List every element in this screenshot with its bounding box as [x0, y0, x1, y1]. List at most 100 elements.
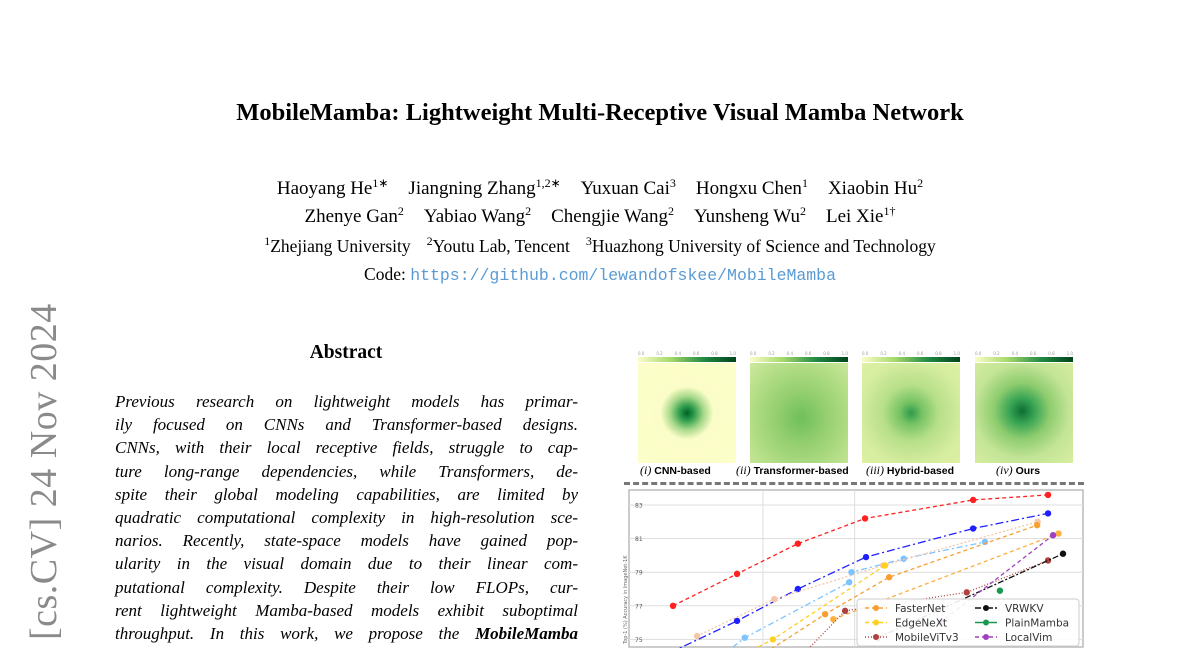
caption-number: (iv) [996, 463, 1013, 477]
legend-marker [983, 634, 989, 640]
author: Hongxu Chen1 [696, 176, 808, 199]
abstract-body: Previous research on lightweight models … [115, 390, 578, 645]
abstract-line: rent lightweight Mamba-based models exhi… [115, 600, 578, 620]
data-point [885, 574, 893, 581]
colorbar-tick-label: 0.0 [975, 351, 982, 356]
data-point [1044, 557, 1052, 564]
colorbar-tick-label: 0.0 [638, 351, 645, 356]
affiliation-number: 2 [426, 234, 433, 248]
author-affiliation-mark: 1∗ [372, 176, 389, 190]
colorbar-ticks: 0.0 0.2 0.4 0.6 0.8 1.0 [862, 351, 960, 357]
abstract-line: Previous research on lightweight models … [115, 392, 578, 411]
data-point [669, 602, 677, 609]
data-point [769, 636, 777, 643]
data-point [900, 555, 907, 562]
colorbar-ticks: 0.0 0.2 0.4 0.6 0.8 1.0 [638, 351, 736, 357]
colorbar-tick-label: 0.6 [692, 351, 700, 356]
heatmap-caption: (iv) Ours [996, 463, 1040, 478]
data-point [848, 569, 855, 576]
author-name: Chengjie Wang [551, 206, 668, 227]
data-point [969, 496, 977, 504]
data-point [845, 579, 853, 586]
colorbar-tick-label: 0.8 [1048, 351, 1055, 356]
author-affiliation-mark: 1† [883, 204, 896, 218]
heatmap-caption: (iii) Hybrid-based [866, 463, 954, 478]
series-line [730, 541, 986, 648]
legend-label: LocalVim [1005, 632, 1052, 644]
heatmap-panel: 0.0 0.2 0.4 0.6 0.8 1.0 [638, 351, 736, 463]
y-tick-label: 83 [635, 503, 643, 510]
receptive-field-heatmap [862, 363, 960, 463]
legend-marker [983, 605, 989, 611]
legend-label: MobileViTv3 [895, 632, 959, 644]
heatmap-caption: (ii) Transformer-based [736, 463, 849, 478]
legend-marker [873, 605, 879, 611]
colorbar-tick-label: 0.6 [804, 351, 812, 356]
code-label: Code: [364, 264, 406, 284]
heatmap-panel: 0.0 0.2 0.4 0.6 0.8 1.0 [862, 351, 960, 463]
colorbar-tick-label: 0.2 [880, 351, 887, 356]
author-name: Jiangning Zhang [408, 178, 536, 199]
y-tick-label: 81 [635, 536, 643, 543]
series-line [833, 532, 1059, 620]
author-affiliation-mark: 1 [801, 176, 808, 190]
colorbar-tick-label: 0.8 [823, 351, 830, 356]
author-name: Yuxuan Cai [580, 178, 670, 199]
caption-number: (iii) [866, 463, 884, 477]
data-point [969, 525, 977, 532]
author-name: Haoyang He [276, 178, 373, 199]
author-affiliation-mark: 3 [669, 176, 676, 190]
colorbar [638, 357, 736, 362]
caption-label: Ours [1015, 465, 1041, 477]
code-line: Code: https://github.com/lewandofskee/Mo… [0, 264, 1200, 285]
legend-marker [873, 619, 879, 626]
data-point [741, 634, 748, 641]
colorbar-tick-label: 0.0 [862, 351, 869, 356]
data-point [733, 617, 741, 625]
caption-number: (ii) [736, 463, 751, 477]
data-point [771, 595, 778, 603]
chart-legend: FasterNet VRWKV EdgeNeXt PlainMamba MobileVi… [856, 598, 1080, 647]
legend-marker [873, 634, 879, 640]
author-name: Xiaobin Hu [827, 178, 918, 199]
heatmap-panel: 0.0 0.2 0.4 0.6 0.8 1.0 [750, 351, 848, 463]
y-tick-label: 79 [635, 570, 643, 577]
code-link[interactable]: https://github.com/lewandofskee/MobileMa… [410, 266, 836, 285]
colorbar-tick-label: 0.2 [993, 351, 1000, 356]
data-point [881, 562, 889, 569]
y-tick-label: 77 [635, 603, 643, 610]
affiliation-number: 3 [585, 234, 592, 248]
abstract-line: putational complexity. Despite their low… [115, 577, 578, 597]
colorbar-ticks: 0.0 0.2 0.4 0.6 0.8 1.0 [750, 351, 848, 357]
caption-label: CNN-based [654, 465, 711, 477]
affiliation-name: Huazhong University of Science and Techn… [591, 236, 936, 256]
affiliation-name: Youtu Lab, Tencent [432, 236, 570, 256]
data-point [830, 616, 837, 623]
data-point [1044, 491, 1052, 499]
colorbar-tick-label: 1.0 [1066, 351, 1073, 356]
model-name: MobileMamba [475, 623, 579, 643]
data-point [862, 553, 870, 561]
affiliation: 2Youtu Lab, Tencent [426, 234, 570, 256]
affiliation: 1Zhejiang University [264, 235, 410, 256]
author-affiliation-mark: 2 [667, 204, 674, 218]
abstract-line: spite their global modeling capabilities… [115, 484, 578, 504]
abstract-heading: Abstract [309, 342, 383, 363]
legend-label: PlainMamba [1005, 618, 1069, 630]
colorbar-tick-label: 0.6 [1029, 351, 1037, 356]
colorbar-tick-label: 0.4 [1011, 351, 1018, 356]
author: Lei Xie1† [826, 204, 896, 227]
colorbar-tick-label: 0.8 [711, 351, 718, 356]
colorbar-tick-label: 0.6 [916, 351, 924, 356]
receptive-field-heatmap [975, 363, 1073, 463]
data-point [693, 632, 701, 640]
receptive-field-heatmap [750, 363, 848, 463]
data-point [1044, 510, 1052, 517]
series-line [672, 494, 1049, 607]
author-affiliation-mark: 2 [525, 204, 532, 218]
legend-box [856, 598, 1080, 647]
author-name: Yabiao Wang [423, 206, 526, 227]
authors-row-2: Zhenye Gan2 Yabiao Wang2 Chengjie Wang2 Yun… [0, 204, 1200, 228]
y-axis-label: Top-1 (%) Accuracy in ImageNet-1K [623, 555, 629, 645]
data-point [794, 540, 802, 547]
